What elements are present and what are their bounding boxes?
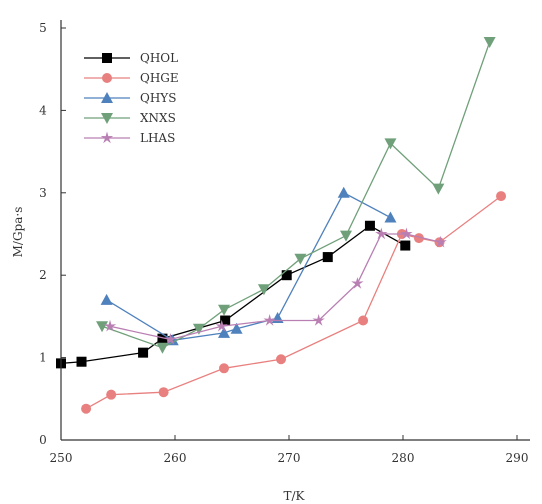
legend: QHOL QHGE QHYS XNXS LHAS [84, 51, 179, 145]
legend-label: LHAS [140, 131, 175, 145]
data-point [281, 270, 292, 281]
data-point [322, 252, 333, 263]
legend-item: LHAS [84, 131, 175, 145]
data-point [351, 276, 364, 289]
legend-label: QHOL [140, 51, 178, 65]
data-point [294, 253, 307, 265]
data-point [400, 227, 413, 240]
series-line [60, 224, 406, 365]
y-tick-label: 2 [39, 268, 47, 282]
series-lhas [103, 227, 447, 345]
x-axis-label: T/K [283, 489, 305, 503]
data-point [400, 240, 411, 251]
series-line [101, 41, 491, 349]
x-tick-label: 290 [506, 451, 529, 465]
legend-label: XNXS [140, 111, 176, 125]
legend-item: QHYS [84, 91, 176, 105]
data-point [215, 319, 228, 332]
data-point [138, 347, 149, 358]
data-point [340, 230, 352, 242]
x-tick-label: 270 [278, 451, 301, 465]
legend-marker [100, 131, 114, 144]
data-point [483, 37, 496, 49]
legend-label: QHGE [140, 71, 179, 85]
legend-marker [102, 53, 112, 63]
x-tick-label: 250 [50, 451, 73, 465]
data-point [257, 284, 270, 296]
axes: 250 260 270 280 290 0 1 2 3 4 5 [39, 20, 530, 465]
legend-marker [101, 113, 113, 124]
data-point [271, 312, 284, 324]
series-qhys [100, 186, 397, 346]
data-point [358, 315, 369, 326]
data-point [276, 354, 287, 365]
legend-marker [101, 92, 113, 103]
data-point [337, 186, 350, 198]
data-point [375, 227, 388, 240]
y-tick-label: 0 [39, 433, 47, 447]
data-point [230, 322, 243, 334]
legend-marker [102, 73, 112, 83]
series-line [106, 191, 391, 341]
legend-item: XNXS [84, 111, 176, 125]
data-point [434, 235, 447, 248]
data-point [364, 220, 375, 231]
x-tick-label: 280 [392, 451, 415, 465]
data-point [218, 304, 231, 316]
data-point [76, 356, 87, 367]
data-point [96, 321, 109, 333]
plot-area [56, 37, 507, 414]
data-point [384, 138, 397, 150]
series-qhge [81, 191, 507, 414]
data-point [106, 389, 117, 400]
data-point [384, 211, 397, 223]
data-point [218, 326, 231, 338]
data-point [219, 363, 230, 374]
data-point [496, 191, 507, 202]
legend-label: QHYS [140, 91, 176, 105]
series-line [85, 195, 502, 410]
y-tick-label: 4 [39, 103, 47, 117]
data-point [413, 233, 424, 244]
data-point [157, 333, 168, 344]
x-tick-label: 260 [164, 451, 187, 465]
data-point [100, 293, 113, 305]
data-point [192, 323, 205, 335]
y-tick-label: 3 [39, 186, 47, 200]
series-qhol [56, 220, 411, 369]
series-xnxs [96, 37, 496, 354]
series-line [109, 233, 441, 341]
data-point [164, 332, 177, 345]
legend-item: QHOL [84, 51, 178, 65]
data-point [432, 183, 445, 195]
data-point [158, 387, 169, 398]
y-tick-label: 5 [39, 21, 47, 35]
data-point [263, 314, 276, 326]
y-axis-label: M/Gpa·s [11, 207, 25, 258]
y-tick-label: 1 [39, 351, 47, 365]
data-point [312, 314, 325, 326]
legend-item: QHGE [84, 71, 179, 85]
data-point [103, 319, 117, 332]
data-point [81, 403, 92, 414]
data-point [220, 315, 231, 326]
data-point [156, 342, 169, 354]
